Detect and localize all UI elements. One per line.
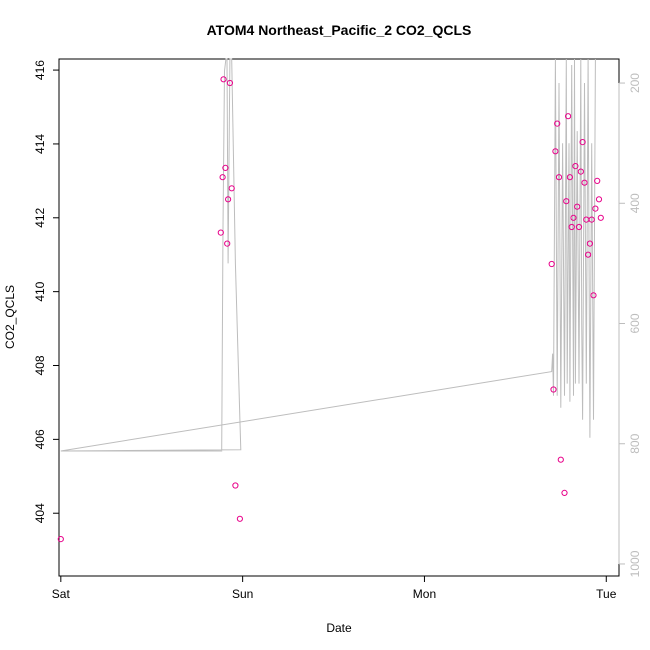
data-point (219, 174, 226, 181)
x-axis: Sat Sun Mon Tue (52, 575, 617, 601)
x-tick-label: Mon (413, 587, 436, 601)
data-point (224, 240, 231, 247)
data-point (563, 198, 570, 205)
y-tick-label: 410 (33, 281, 47, 301)
data-point (548, 260, 555, 268)
plot-frame (58, 58, 620, 577)
y-tick-label: 406 (33, 429, 47, 449)
data-point (572, 163, 579, 170)
data-point (554, 120, 561, 127)
data-point (228, 185, 235, 192)
data-point (232, 482, 239, 489)
data-point (561, 489, 568, 496)
series-line (60, 58, 596, 452)
data-point (557, 456, 564, 463)
data-point (575, 223, 583, 231)
data-point (220, 76, 227, 83)
data-point (225, 196, 232, 203)
data-point (552, 148, 559, 155)
data-point (236, 515, 243, 522)
data-point (574, 203, 581, 210)
y-tick-label: 416 (33, 60, 47, 80)
x-tick-label: Sat (52, 587, 71, 601)
data-point (550, 386, 557, 393)
point-layer (57, 76, 604, 543)
line-layer (60, 58, 596, 452)
x-axis-label: Date (326, 621, 352, 635)
data-point (581, 179, 588, 186)
data-point (555, 174, 563, 181)
data-point (588, 216, 595, 223)
data-point (566, 174, 574, 181)
data-point (226, 79, 233, 87)
y2-axis-right: 200 400 600 800 1000 (618, 73, 642, 577)
x-tick-label: Tue (596, 587, 617, 601)
data-point (583, 216, 590, 223)
data-point (597, 214, 604, 221)
y2-tick-label: 600 (628, 313, 642, 333)
data-point (222, 164, 229, 171)
y-axis-label: CO2_QCLS (3, 285, 17, 349)
data-point (565, 113, 572, 120)
data-point (586, 240, 594, 247)
data-point (57, 536, 64, 543)
y-tick-label: 412 (33, 207, 47, 227)
data-point (585, 251, 592, 258)
y-tick-label: 404 (33, 503, 47, 523)
data-point (595, 196, 603, 203)
y2-tick-label: 200 (628, 73, 642, 93)
y2-tick-label: 1000 (628, 550, 642, 577)
y-tick-label: 408 (33, 355, 47, 375)
data-point (594, 177, 601, 184)
data-point (217, 229, 224, 236)
data-point (579, 139, 586, 146)
data-point (570, 214, 577, 221)
data-point (592, 205, 599, 212)
y-axis: 404 406 408 410 412 414 416 (33, 60, 60, 523)
y2-tick-label: 800 (628, 433, 642, 453)
data-point (568, 223, 575, 231)
y-tick-label: 414 (33, 134, 47, 154)
data-point (590, 292, 597, 299)
y2-tick-label: 400 (628, 193, 642, 213)
chart-title: ATOM4 Northeast_Pacific_2 CO2_QCLS (207, 22, 472, 38)
x-tick-label: Sun (232, 587, 253, 601)
data-point (577, 168, 584, 175)
